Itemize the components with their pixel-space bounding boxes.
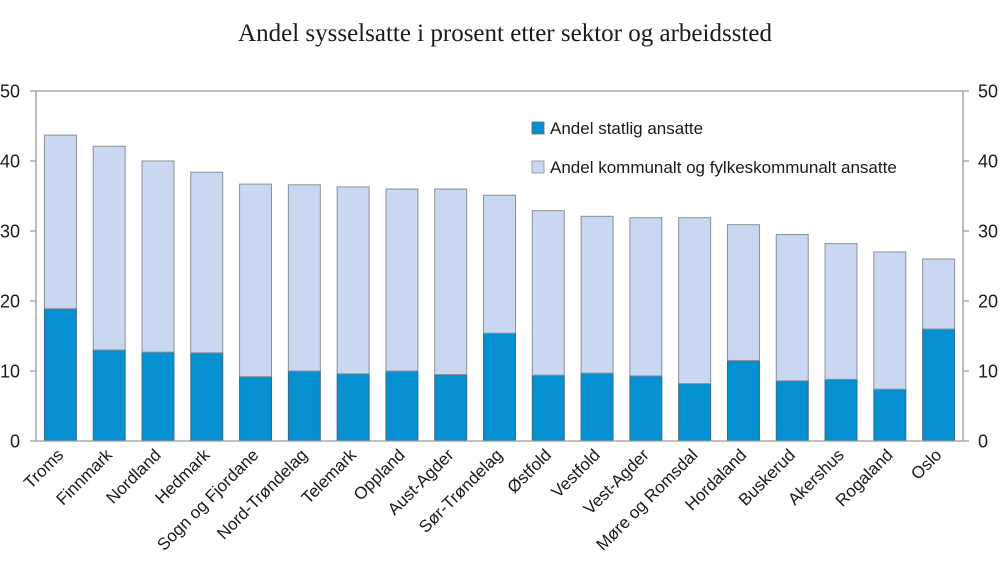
x-tick-label: Troms [20, 445, 67, 492]
x-tick-label: Sør-Trøndelag [415, 445, 506, 536]
bar-segment-kommunalt [43, 134, 77, 310]
x-tick-label: Telemark [298, 445, 361, 508]
chart-title: Andel sysselsatte i prosent etter sektor… [238, 20, 772, 47]
legend-swatch-statlig [531, 121, 545, 135]
bars-group [43, 134, 956, 442]
bar-segment-statlig [531, 374, 565, 442]
x-tick-label: Oslo [907, 445, 945, 483]
bar-segment-kommunalt [580, 215, 614, 374]
bar-segment-kommunalt [483, 194, 516, 334]
y-tick-label-left: 30 [0, 222, 20, 242]
bar-segment-kommunalt [92, 145, 126, 351]
bar-segment-kommunalt [824, 243, 858, 380]
bar-segment-statlig [141, 351, 175, 442]
legend: Andel statlig ansatte Andel kommunalt og… [531, 119, 897, 177]
bar-segment-kommunalt [287, 184, 321, 372]
bar-segment-statlig [873, 388, 907, 442]
bar-segment-statlig [434, 374, 468, 442]
y-tick-label-right: 20 [978, 292, 998, 312]
bar-segment-statlig [190, 352, 224, 442]
bar-segment-kommunalt [922, 258, 956, 330]
axes-group [35, 90, 964, 442]
bar-segment-statlig [726, 360, 760, 442]
y-tick-label-right: 10 [978, 362, 998, 382]
legend-label-statlig: Andel statlig ansatte [550, 119, 703, 138]
y-tick-label-left: 20 [0, 292, 20, 312]
bar-segment-kommunalt [775, 234, 809, 382]
y-tick-label-left: 0 [10, 432, 20, 452]
bar-segment-kommunalt [190, 171, 224, 354]
bar-segment-statlig [580, 372, 614, 442]
y-tick-label-right: 50 [978, 82, 998, 102]
bar-segment-statlig [239, 376, 273, 442]
bar-segment-kommunalt [873, 251, 907, 390]
bar-segment-statlig [43, 308, 77, 442]
bar-segment-kommunalt [141, 160, 175, 353]
bar-segment-kommunalt [531, 210, 565, 376]
bar-segment-kommunalt [434, 188, 468, 375]
bar-segment-statlig [385, 370, 419, 442]
bar-segment-statlig [92, 349, 126, 442]
bar-segment-statlig [629, 375, 663, 442]
bar-segment-statlig [775, 380, 809, 442]
x-tick-label: Nord-Trøndelag [213, 445, 311, 543]
bar-segment-statlig [287, 370, 321, 442]
bar-segment-statlig [336, 373, 370, 442]
bar-segment-statlig [824, 378, 858, 442]
bar-segment-kommunalt [336, 186, 370, 375]
y-tick-label-left: 40 [0, 152, 20, 172]
bar-segment-kommunalt [726, 224, 760, 361]
y-tick-label-right: 30 [978, 222, 998, 242]
legend-label-kommunalt: Andel kommunalt og fylkeskommunalt ansat… [550, 158, 897, 177]
y-axis-left: 0 10 20 30 40 50 [0, 82, 36, 452]
bar-segment-statlig [483, 332, 516, 442]
bar-segment-kommunalt [385, 188, 419, 372]
bar-segment-kommunalt [629, 217, 663, 377]
y-tick-label-right: 0 [978, 432, 988, 452]
bar-segment-statlig [678, 383, 712, 442]
bar-segment-kommunalt [239, 183, 273, 378]
y-tick-label-left: 50 [0, 82, 20, 102]
y-axis-right: 0 10 20 30 40 50 [963, 82, 998, 452]
legend-swatch-kommunalt [531, 160, 545, 174]
y-tick-label-left: 10 [0, 362, 20, 382]
y-tick-label-right: 40 [978, 152, 998, 172]
bar-segment-kommunalt [678, 217, 712, 385]
bar-segment-statlig [922, 328, 956, 442]
